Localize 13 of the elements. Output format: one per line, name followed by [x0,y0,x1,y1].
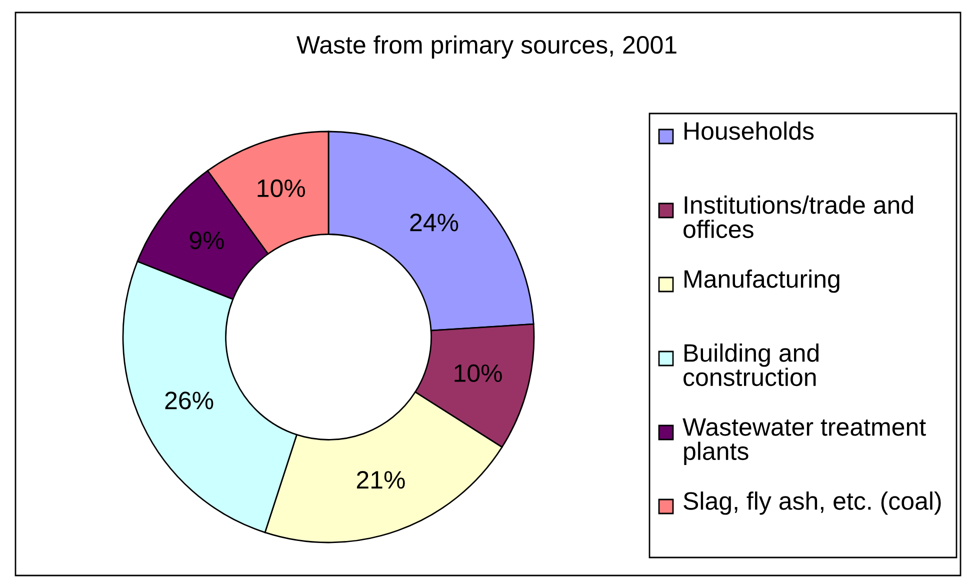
legend-label: Wastewater treatment plants [682,418,926,466]
chart-title: Waste from primary sources, 2001 [296,35,676,59]
data-label: 10% [258,179,306,198]
data-label: 24% [410,214,458,232]
data-label: 26% [165,392,214,410]
legend-label: Manufacturing [684,270,840,293]
legend-label: Building and construction [684,344,818,386]
legend-label: Households [684,122,814,140]
data-label: 9% [190,232,224,250]
data-label: 21% [356,471,405,489]
legend-label: Institutions/trade and offices [684,196,913,238]
legend-label: Slag, fly ash, etc. (coal) [684,492,941,515]
data-label: 10% [454,364,502,382]
